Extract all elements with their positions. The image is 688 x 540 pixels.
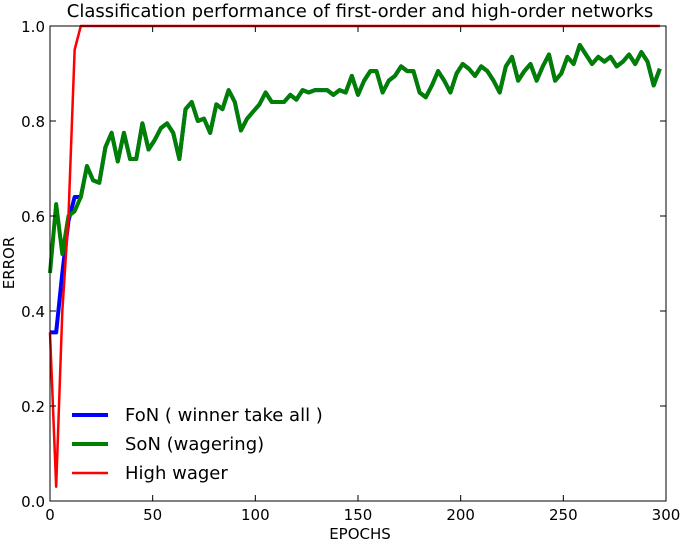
y-tick-label: 0.0	[21, 493, 45, 511]
x-axis: 0 50 100 150 200 250 300	[45, 26, 680, 524]
plot-frame	[49, 25, 667, 502]
x-axis-label: EPOCHS	[329, 525, 391, 540]
y-tick-label: 0.2	[21, 398, 45, 416]
legend-label-1: FoN ( winner take all )	[125, 405, 323, 426]
chart-title: Classification performance of first-orde…	[67, 1, 653, 22]
y-tick-label: 0.6	[21, 208, 45, 226]
x-tick-label: 150	[344, 506, 373, 524]
x-tick-label: 100	[241, 506, 270, 524]
x-tick-label: 0	[45, 506, 55, 524]
x-tick-label: 250	[549, 506, 578, 524]
y-axis: 0.0 0.2 0.4 0.6 0.8 1.0	[21, 18, 666, 511]
x-tick-label: 50	[143, 506, 162, 524]
y-tick-label: 1.0	[21, 18, 45, 36]
x-tick-label: 300	[652, 506, 681, 524]
legend: FoN ( winner take all ) SoN (wagering) Hig…	[72, 405, 323, 484]
y-axis-label: ERROR	[0, 237, 18, 290]
legend-label-2: SoN (wagering)	[125, 434, 264, 455]
legend-label-3: High wager	[125, 463, 228, 484]
x-tick-label: 200	[446, 506, 475, 524]
series-line-2	[48, 43, 662, 274]
y-tick-label: 0.4	[21, 303, 45, 321]
y-tick-label: 0.8	[21, 113, 45, 131]
